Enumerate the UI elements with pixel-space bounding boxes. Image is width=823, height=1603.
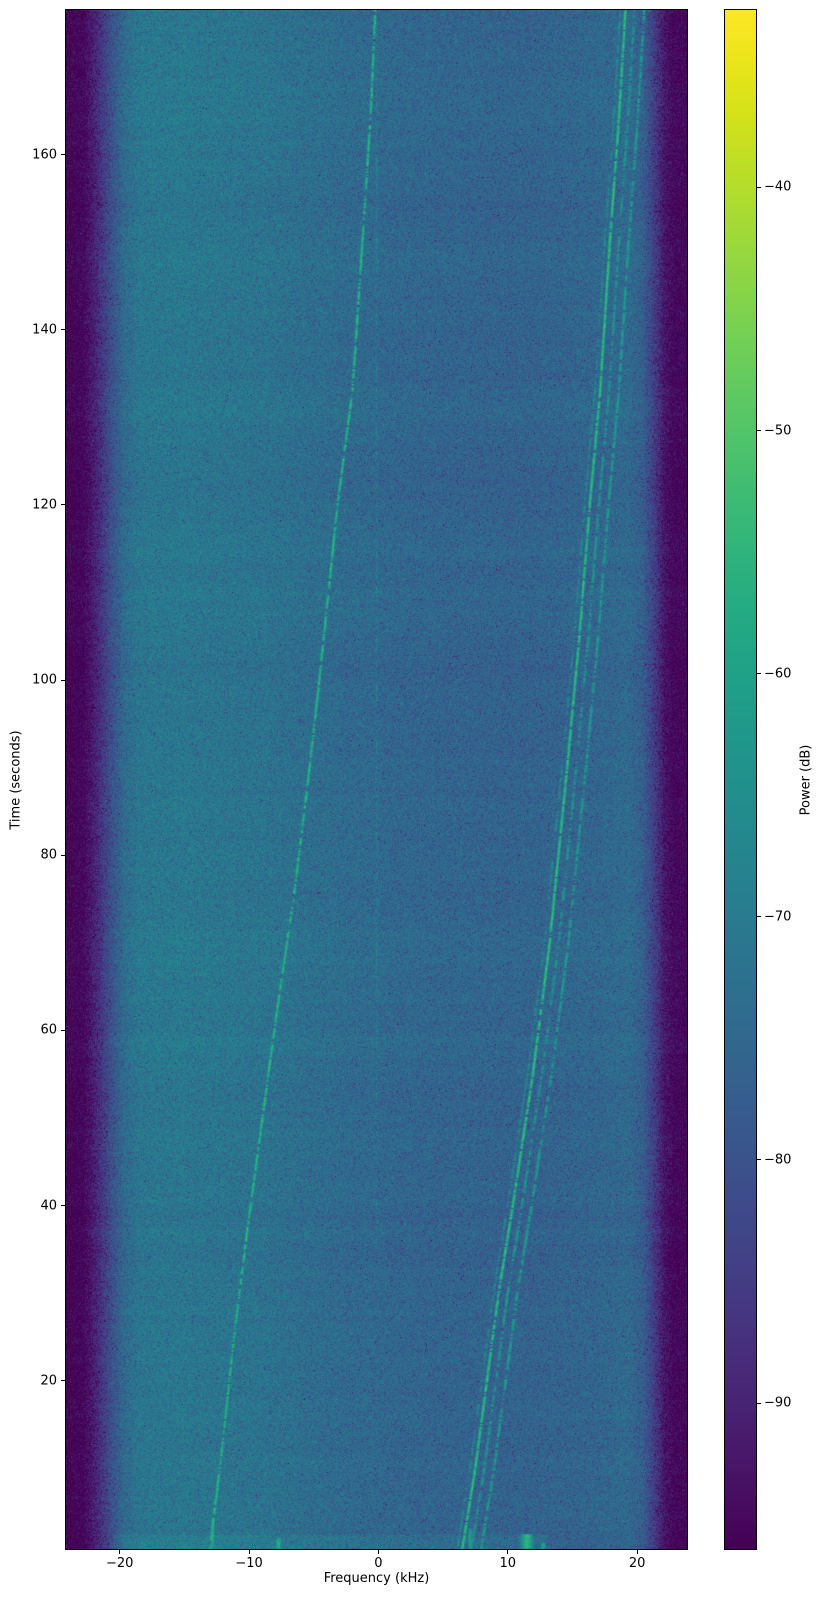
tick-mark <box>507 1550 509 1554</box>
tick-label: 10 <box>499 1556 517 1571</box>
tick-mark <box>61 329 65 331</box>
tick-mark <box>757 430 761 432</box>
tick-label: −10 <box>235 1556 263 1571</box>
tick-label: 40 <box>40 1198 57 1213</box>
tick-label: 20 <box>40 1373 57 1389</box>
x-axis-label: Frequency (kHz) <box>323 1571 430 1586</box>
tick-label: −60 <box>764 666 792 682</box>
tick-label: 60 <box>40 1022 57 1038</box>
tick-mark <box>757 1159 761 1161</box>
tick-label: −70 <box>764 909 792 925</box>
tick-mark <box>61 504 65 506</box>
tick-label: 120 <box>32 497 57 513</box>
tick-mark <box>61 1380 65 1382</box>
tick-mark <box>119 1550 121 1554</box>
tick-label: −50 <box>764 423 792 439</box>
tick-mark <box>248 1550 250 1554</box>
colorbar-label: Power (dB) <box>798 744 814 815</box>
tick-label: −40 <box>764 179 792 195</box>
tick-mark <box>61 854 65 856</box>
tick-label: −90 <box>764 1395 792 1411</box>
colorbar-gradient <box>725 10 756 1549</box>
spectrogram-image <box>66 10 687 1549</box>
tick-label: −80 <box>764 1152 792 1168</box>
tick-mark <box>636 1550 638 1554</box>
tick-label: 80 <box>40 847 57 863</box>
plot-area <box>66 10 687 1549</box>
tick-label: 100 <box>32 672 57 688</box>
tick-label: 0 <box>374 1556 383 1571</box>
tick-mark <box>757 1402 761 1404</box>
tick-label: 160 <box>32 147 57 162</box>
tick-label: 140 <box>32 322 57 338</box>
tick-mark <box>757 186 761 188</box>
tick-mark <box>377 1550 379 1554</box>
tick-mark <box>757 916 761 918</box>
tick-label: −20 <box>105 1556 134 1571</box>
tick-mark <box>61 1205 65 1206</box>
tick-mark <box>61 1029 65 1031</box>
tick-mark <box>757 673 761 675</box>
tick-mark <box>61 154 65 155</box>
tick-label: 20 <box>628 1556 646 1571</box>
y-axis-label: Time (seconds) <box>8 729 24 830</box>
colorbar <box>725 10 756 1549</box>
tick-mark <box>61 679 65 681</box>
